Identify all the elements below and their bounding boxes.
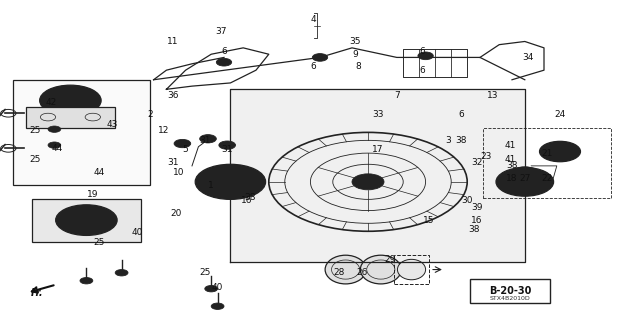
Text: 20: 20 xyxy=(170,209,182,218)
Bar xyxy=(403,49,467,77)
Text: 25: 25 xyxy=(29,155,41,164)
FancyBboxPatch shape xyxy=(13,80,150,185)
Text: 38: 38 xyxy=(468,225,479,234)
Text: 24: 24 xyxy=(554,110,566,119)
Text: 41: 41 xyxy=(505,141,516,150)
Circle shape xyxy=(115,270,128,276)
Text: 31: 31 xyxy=(167,158,179,167)
Text: 23: 23 xyxy=(481,152,492,161)
Text: 42: 42 xyxy=(45,98,57,107)
Circle shape xyxy=(61,96,80,105)
Circle shape xyxy=(216,58,232,66)
Text: B-20-30: B-20-30 xyxy=(489,286,532,296)
FancyBboxPatch shape xyxy=(470,279,550,303)
Circle shape xyxy=(511,167,539,181)
Text: 40: 40 xyxy=(132,228,143,237)
Ellipse shape xyxy=(325,255,366,284)
Text: 19: 19 xyxy=(87,190,99,199)
Circle shape xyxy=(211,303,224,309)
Text: 17: 17 xyxy=(372,145,383,154)
Text: 44: 44 xyxy=(52,144,63,153)
Text: 8: 8 xyxy=(356,63,361,71)
Circle shape xyxy=(352,174,384,190)
Text: 25: 25 xyxy=(29,126,41,135)
Text: 35: 35 xyxy=(349,37,361,46)
Text: 16: 16 xyxy=(241,197,252,205)
Text: 1: 1 xyxy=(209,181,214,189)
Text: 36: 36 xyxy=(167,91,179,100)
Text: 38: 38 xyxy=(244,193,255,202)
Text: 32: 32 xyxy=(471,158,483,167)
Text: 6: 6 xyxy=(458,110,463,119)
Ellipse shape xyxy=(397,259,426,280)
Text: 15: 15 xyxy=(423,216,435,225)
Circle shape xyxy=(48,126,61,132)
Bar xyxy=(32,199,141,242)
Text: 13: 13 xyxy=(487,91,499,100)
Circle shape xyxy=(40,85,101,116)
Circle shape xyxy=(418,52,433,60)
Circle shape xyxy=(56,205,117,235)
Circle shape xyxy=(219,141,236,149)
Text: 33: 33 xyxy=(372,110,383,119)
Polygon shape xyxy=(230,89,525,262)
Ellipse shape xyxy=(360,255,401,284)
Circle shape xyxy=(80,278,93,284)
Text: 6: 6 xyxy=(420,66,425,75)
Circle shape xyxy=(174,139,191,148)
Circle shape xyxy=(195,164,266,199)
Circle shape xyxy=(219,176,242,188)
Text: 12: 12 xyxy=(157,126,169,135)
Text: 6: 6 xyxy=(420,47,425,56)
Circle shape xyxy=(312,54,328,61)
Text: 39: 39 xyxy=(471,203,483,212)
Text: 5: 5 xyxy=(183,145,188,154)
Text: 38: 38 xyxy=(506,161,518,170)
Text: 4: 4 xyxy=(311,15,316,24)
Text: 34: 34 xyxy=(522,53,534,62)
Circle shape xyxy=(496,167,554,196)
Text: 28: 28 xyxy=(333,268,345,277)
Bar xyxy=(435,49,451,77)
Text: 26: 26 xyxy=(356,268,367,277)
Bar xyxy=(451,49,467,77)
Text: Fr.: Fr. xyxy=(31,288,44,298)
Text: 29: 29 xyxy=(385,256,396,264)
Text: 25: 25 xyxy=(199,268,211,277)
Circle shape xyxy=(540,141,580,162)
Circle shape xyxy=(205,286,218,292)
Bar xyxy=(26,107,115,128)
Text: 22: 22 xyxy=(541,174,553,183)
Text: 30: 30 xyxy=(461,197,473,205)
Text: 2: 2 xyxy=(148,110,153,119)
Text: 6: 6 xyxy=(221,47,227,56)
Text: 3: 3 xyxy=(445,136,451,145)
Text: 18: 18 xyxy=(506,174,518,183)
Text: 44: 44 xyxy=(93,168,105,177)
Bar xyxy=(419,49,435,77)
Text: STX4B2010D: STX4B2010D xyxy=(490,296,531,301)
Text: 10: 10 xyxy=(173,168,185,177)
Text: 40: 40 xyxy=(212,283,223,292)
Text: 25: 25 xyxy=(93,238,105,247)
Text: 31: 31 xyxy=(221,145,233,154)
Text: 16: 16 xyxy=(471,216,483,225)
Text: 38: 38 xyxy=(455,136,467,145)
Text: 41: 41 xyxy=(505,155,516,164)
Text: 9: 9 xyxy=(353,50,358,59)
Text: 6: 6 xyxy=(311,63,316,71)
Circle shape xyxy=(48,142,61,148)
Text: 37: 37 xyxy=(215,27,227,36)
Text: 7: 7 xyxy=(394,91,399,100)
Text: 27: 27 xyxy=(519,174,531,183)
Text: 43: 43 xyxy=(106,120,118,129)
Text: 11: 11 xyxy=(167,37,179,46)
Text: 31: 31 xyxy=(199,136,211,145)
Circle shape xyxy=(200,135,216,143)
Text: 21: 21 xyxy=(541,149,553,158)
Bar xyxy=(403,49,419,77)
